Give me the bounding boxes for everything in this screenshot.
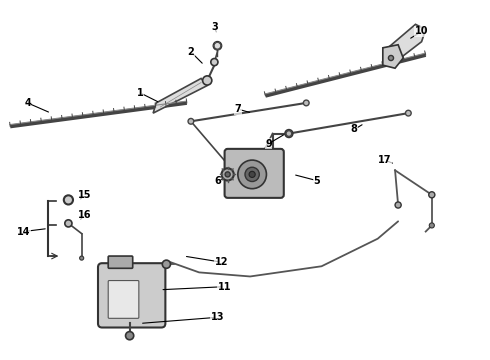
Text: 14: 14 [17, 226, 30, 237]
Circle shape [125, 332, 134, 340]
Circle shape [405, 110, 411, 116]
Circle shape [395, 202, 401, 208]
Circle shape [64, 195, 73, 204]
Text: 8: 8 [351, 125, 358, 135]
Circle shape [203, 76, 212, 85]
Circle shape [188, 118, 194, 124]
Circle shape [245, 167, 259, 181]
Circle shape [162, 260, 171, 268]
Circle shape [238, 160, 267, 189]
Circle shape [303, 100, 309, 106]
Circle shape [221, 168, 234, 180]
Circle shape [286, 131, 292, 136]
Text: 9: 9 [265, 139, 272, 149]
Text: 11: 11 [218, 282, 231, 292]
Polygon shape [383, 45, 403, 68]
Text: 6: 6 [214, 176, 221, 185]
Circle shape [225, 172, 230, 177]
FancyBboxPatch shape [98, 263, 166, 328]
Text: 17: 17 [378, 155, 392, 165]
Text: 15: 15 [78, 190, 92, 200]
Text: 5: 5 [313, 176, 320, 185]
FancyBboxPatch shape [108, 256, 133, 268]
FancyBboxPatch shape [108, 280, 139, 318]
Text: 3: 3 [211, 22, 218, 32]
Circle shape [429, 192, 435, 198]
Polygon shape [385, 24, 426, 62]
Circle shape [249, 171, 255, 177]
Text: 12: 12 [215, 257, 228, 267]
Circle shape [65, 220, 72, 227]
Circle shape [429, 223, 434, 228]
Text: 13: 13 [211, 312, 224, 322]
Text: 1: 1 [137, 88, 143, 98]
Circle shape [214, 42, 221, 50]
Text: 7: 7 [235, 104, 241, 114]
Polygon shape [153, 78, 207, 113]
FancyBboxPatch shape [224, 149, 284, 198]
Text: 16: 16 [78, 210, 92, 220]
Circle shape [211, 59, 218, 66]
Text: 2: 2 [188, 47, 194, 57]
Text: 4: 4 [24, 98, 31, 108]
Circle shape [79, 256, 84, 260]
Circle shape [389, 55, 393, 60]
Text: 10: 10 [415, 27, 428, 36]
Circle shape [285, 130, 293, 138]
